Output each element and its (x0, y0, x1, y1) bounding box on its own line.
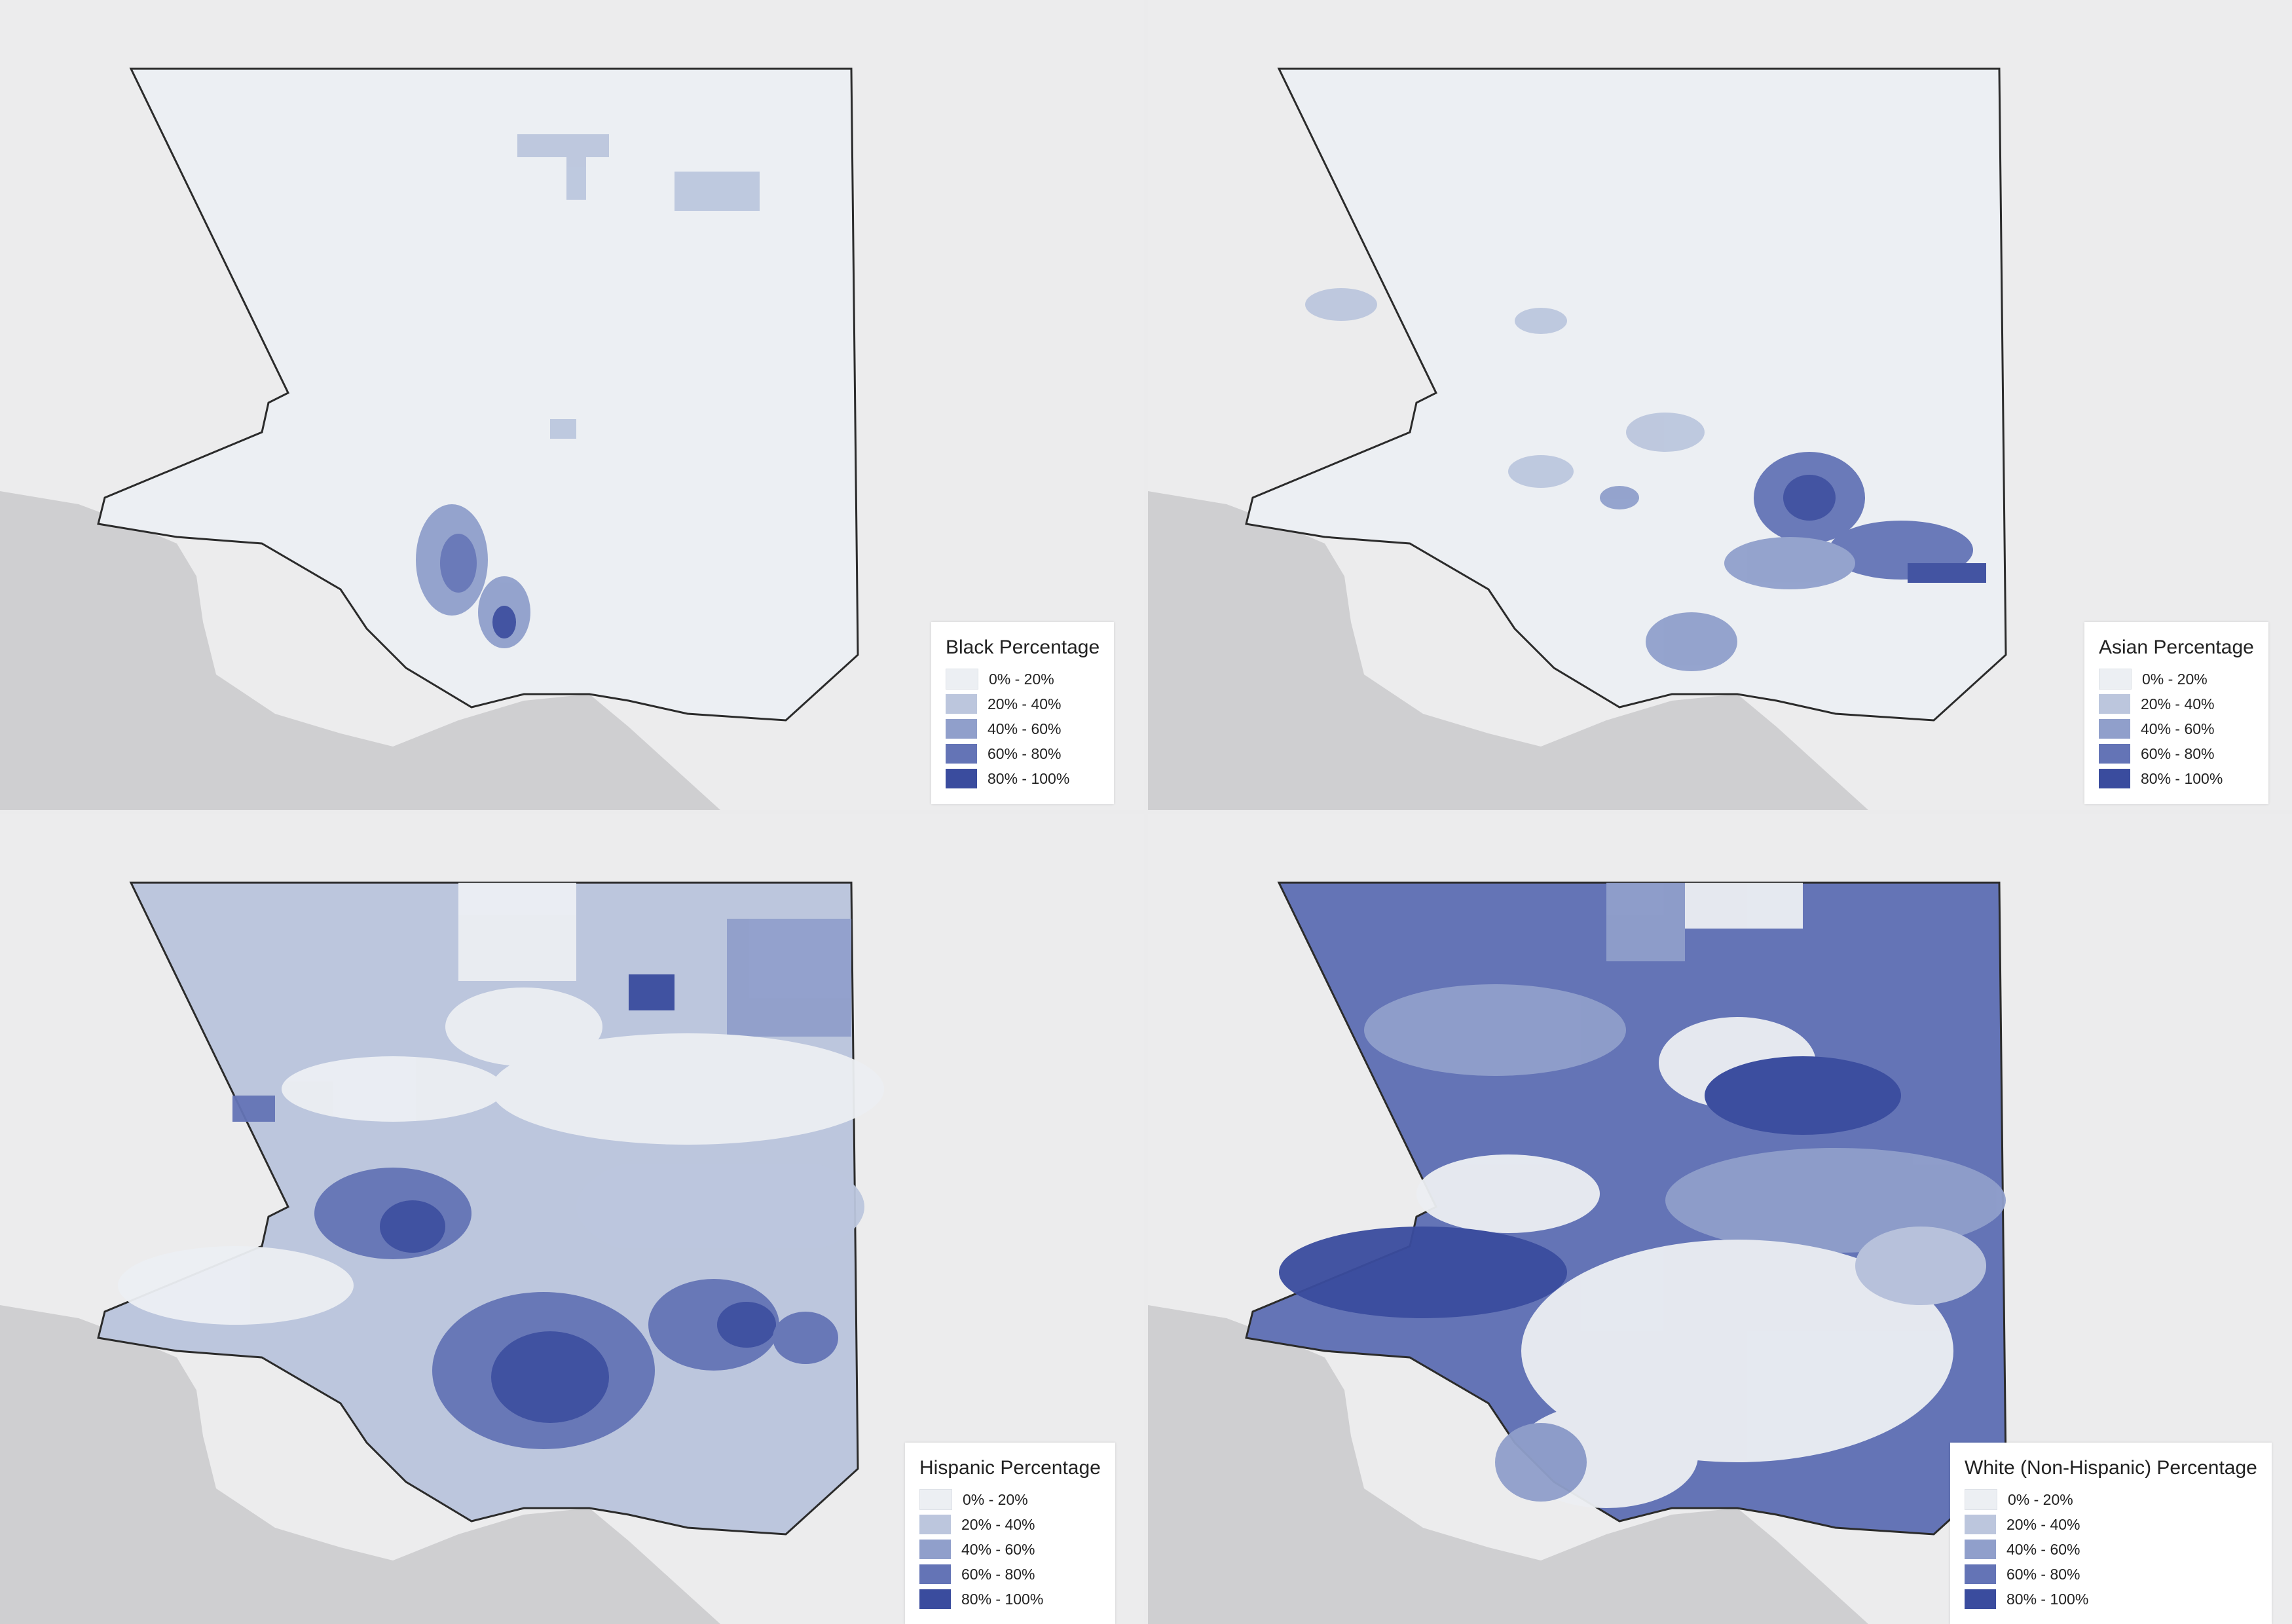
legend-label: 40% - 60% (988, 720, 1062, 737)
legend-item: 0% - 20% (2099, 667, 2254, 692)
legend-label: 60% - 80% (2141, 745, 2215, 762)
legend-item: 20% - 40% (1965, 1512, 2257, 1537)
ocean (0, 1305, 720, 1624)
legend: Hispanic Percentage 0% - 20% 20% - 40% 4… (905, 1443, 1115, 1624)
legend-item: 40% - 60% (919, 1537, 1101, 1562)
legend-label: 0% - 20% (2008, 1490, 2073, 1508)
legend-item: 80% - 100% (919, 1587, 1101, 1612)
legend-label: 60% - 80% (961, 1565, 1035, 1583)
legend-label: 20% - 40% (2141, 695, 2215, 712)
legend-swatch (946, 744, 977, 764)
legend-item: 40% - 60% (2099, 716, 2254, 741)
legend-item: 80% - 100% (946, 766, 1100, 791)
legend: Black Percentage 0% - 20% 20% - 40% 40% … (931, 622, 1115, 804)
legend-item: 20% - 40% (946, 692, 1100, 716)
legend-item: 60% - 80% (946, 741, 1100, 766)
legend-item: 60% - 80% (2099, 741, 2254, 766)
legend-swatch (919, 1515, 951, 1534)
legend-swatch (946, 719, 977, 739)
legend-swatch (919, 1564, 951, 1584)
choropleth-asian (1305, 288, 1986, 671)
legend-swatch (946, 769, 977, 788)
map-asian[interactable] (1148, 0, 2292, 810)
legend-label: 0% - 20% (963, 1490, 1028, 1508)
legend-swatch (2099, 719, 2130, 739)
choropleth-hispanic (118, 883, 884, 1449)
legend-swatch (919, 1489, 952, 1510)
legend-swatch (2099, 769, 2130, 788)
legend-label: 60% - 80% (988, 745, 1062, 762)
legend-label: 20% - 40% (988, 695, 1062, 712)
legend-item: 0% - 20% (919, 1487, 1101, 1512)
legend-label: 20% - 40% (2006, 1515, 2080, 1533)
legend-label: 60% - 80% (2006, 1565, 2080, 1583)
county-boundary (97, 67, 859, 722)
ocean (0, 491, 720, 810)
legend-swatch (2099, 744, 2130, 764)
legend-label: 0% - 20% (989, 670, 1054, 688)
map-panel-white: White (Non-Hispanic) Percentage 0% - 20%… (1148, 814, 2292, 1624)
legend-label: 0% - 20% (2142, 670, 2208, 688)
map-white[interactable] (1148, 814, 2292, 1624)
legend-item: 20% - 40% (2099, 692, 2254, 716)
legend-title: Asian Percentage (2099, 637, 2254, 658)
legend-item: 0% - 20% (946, 667, 1100, 692)
choropleth-white (1279, 883, 2006, 1508)
legend-label: 40% - 60% (961, 1540, 1035, 1558)
map-panel-black: Black Percentage 0% - 20% 20% - 40% 40% … (0, 0, 1144, 810)
map-black[interactable] (0, 0, 1144, 810)
legend-title: White (Non-Hispanic) Percentage (1965, 1457, 2257, 1479)
legend-title: Hispanic Percentage (919, 1457, 1101, 1479)
legend-label: 80% - 100% (2006, 1590, 2089, 1608)
legend-title: Black Percentage (946, 637, 1100, 658)
legend-item: 60% - 80% (1965, 1562, 2257, 1587)
legend-swatch (919, 1540, 951, 1559)
legend-swatch (919, 1589, 951, 1609)
legend-item: 60% - 80% (919, 1562, 1101, 1587)
legend-swatch (1965, 1489, 1997, 1510)
legend-swatch (1965, 1540, 1996, 1559)
legend: White (Non-Hispanic) Percentage 0% - 20%… (1950, 1443, 2272, 1624)
legend-item: 20% - 40% (919, 1512, 1101, 1537)
map-panel-hispanic: Hispanic Percentage 0% - 20% 20% - 40% 4… (0, 814, 1144, 1624)
legend-label: 80% - 100% (961, 1590, 1044, 1608)
legend-swatch (946, 694, 977, 714)
county-boundary (1245, 67, 2007, 722)
legend-label: 40% - 60% (2006, 1540, 2080, 1558)
legend-label: 40% - 60% (2141, 720, 2215, 737)
legend-item: 80% - 100% (2099, 766, 2254, 791)
legend-swatch (2099, 669, 2132, 690)
legend-label: 20% - 40% (961, 1515, 1035, 1533)
legend-item: 40% - 60% (1965, 1537, 2257, 1562)
legend-label: 80% - 100% (2141, 769, 2223, 787)
legend: Asian Percentage 0% - 20% 20% - 40% 40% … (2084, 622, 2268, 804)
map-hispanic[interactable] (0, 814, 1144, 1624)
legend-item: 40% - 60% (946, 716, 1100, 741)
legend-swatch (2099, 694, 2130, 714)
legend-item: 80% - 100% (1965, 1587, 2257, 1612)
legend-label: 80% - 100% (988, 769, 1070, 787)
choropleth-black (416, 134, 760, 648)
ocean (1148, 491, 1868, 810)
legend-swatch (1965, 1564, 1996, 1584)
ocean (1148, 1305, 1868, 1624)
legend-swatch (1965, 1515, 1996, 1534)
legend-swatch (1965, 1589, 1996, 1609)
map-panel-asian: Asian Percentage 0% - 20% 20% - 40% 40% … (1148, 0, 2292, 810)
legend-swatch (946, 669, 978, 690)
legend-item: 0% - 20% (1965, 1487, 2257, 1512)
